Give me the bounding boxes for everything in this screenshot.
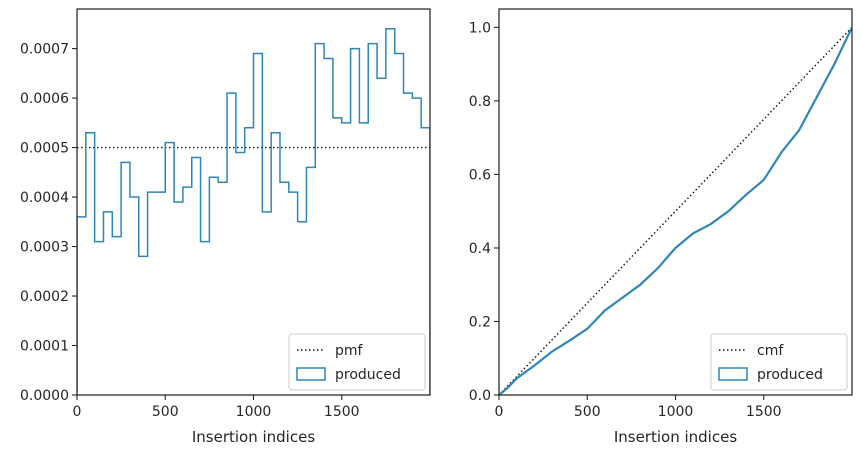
pmf-legend-swatch-produced [296,367,326,381]
pmf-ytick-label: 0.0004 [20,190,69,206]
pmf-legend-box [288,333,426,391]
cmf-legend-swatch-produced [718,367,748,381]
pmf-ytick-label: 0.0006 [20,91,69,107]
cmf-plot-area [499,26,852,395]
cmf-ytick-label: 0.8 [469,94,491,110]
cmf-legend-label-produced: produced [757,367,823,383]
pmf-ytick-label: 0.0007 [20,42,69,58]
pmf-xtick-label: 500 [152,404,179,420]
cmf-legend-label-cmf: cmf [757,343,784,359]
pmf-xtick-label: 1500 [324,404,360,420]
pmf-ytick-label: 0.0002 [20,289,69,305]
cmf-panel: 0.0 0.2 0.4 0.6 0.8 1.0 0 500 1000 1500 Insertion … [469,8,853,446]
cmf-ytick-label: 0.4 [469,241,491,257]
cmf-ytick-label: 0.6 [469,167,491,183]
pmf-xtick-label: 0 [73,404,82,420]
pmf-series-produced [77,28,430,395]
cmf-ytick-label: 0.2 [469,314,491,330]
cmf-ytick-label: 1.0 [469,20,491,36]
cmf-series-produced [499,26,852,395]
pmf-ytick-label: 0.0003 [20,240,69,256]
pmf-legend: pmf produced [288,333,426,391]
pmf-legend-label-produced: produced [335,367,401,383]
pmf-ytick-label: 0.0000 [20,388,69,404]
pmf-legend-label-pmf: pmf [335,343,364,359]
cmf-series-cmf [499,26,852,395]
pmf-ytick-label: 0.0005 [20,141,69,157]
pmf-plot-area [77,28,430,395]
cmf-xtick-label: 1500 [746,404,782,420]
cmf-ytick-label: 0.0 [469,388,491,404]
pmf-ytick-label: 0.0001 [20,339,69,355]
cmf-xlabel: Insertion indices [614,428,737,446]
pmf-panel: 0.0000 0.0001 0.0002 0.0003 0.0004 0.0005 0.00… [20,8,431,446]
cmf-xtick-label: 0 [495,404,504,420]
cmf-legend-box [710,333,848,391]
cmf-xtick-label: 500 [574,404,601,420]
cmf-xtick-label: 1000 [658,404,694,420]
pmf-xlabel: Insertion indices [192,428,315,446]
cmf-legend: cmf produced [710,333,848,391]
pmf-xtick-label: 1000 [236,404,272,420]
